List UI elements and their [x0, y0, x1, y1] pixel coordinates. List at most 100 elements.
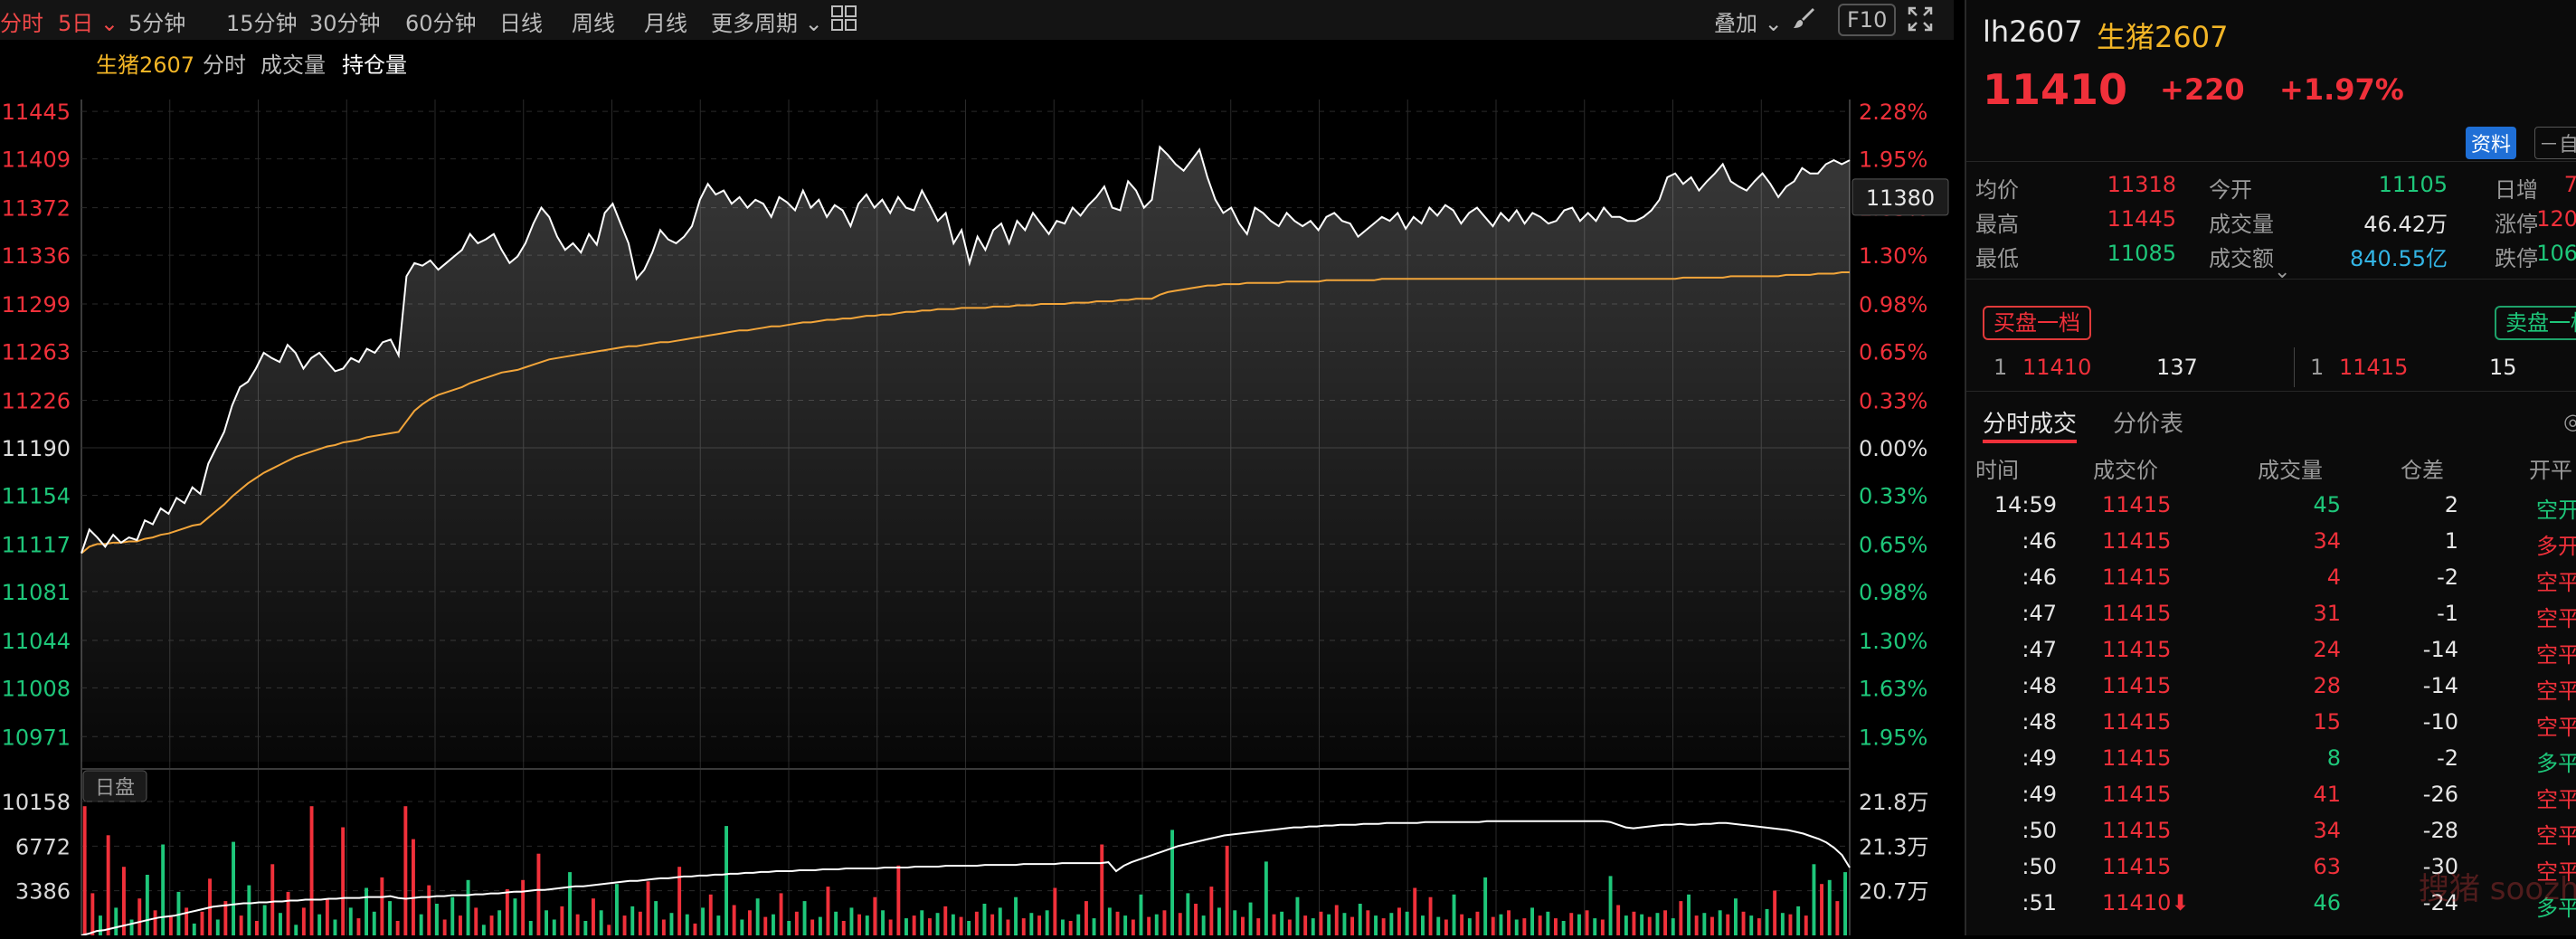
period-tab-0[interactable]: 分时 — [0, 11, 43, 36]
stat-value-8: 106 — [2536, 241, 2576, 266]
trade-row: :51 11410⬇ 46 -24 多平 — [1966, 885, 2576, 921]
stat-label-0: 均价 — [1975, 177, 2019, 203]
volume-bar — [435, 904, 439, 935]
period-tab-3[interactable]: 15分钟 — [226, 11, 298, 36]
info-button[interactable]: 资料 — [2466, 127, 2517, 159]
volume-bar — [873, 896, 877, 935]
fullscreen-icon[interactable] — [1907, 5, 1934, 38]
contract-name: 生猪2607 — [2097, 20, 2229, 54]
volume-bar — [826, 887, 830, 935]
stat-label-2: 日增 — [2495, 177, 2538, 203]
volume-bar — [763, 916, 768, 935]
period-tab-1[interactable]: 5日 ⌄ — [58, 11, 119, 36]
volume-bar — [646, 881, 650, 935]
period-tab-2[interactable]: 5分钟 — [128, 11, 186, 36]
trade-price: 11415 — [2102, 637, 2172, 662]
volume-bar — [82, 806, 87, 935]
trade-price: 11415 — [2102, 528, 2172, 554]
legend-item: 分时 — [203, 52, 246, 78]
y-tick-left: 10971 — [2, 725, 71, 750]
y-tick-right: 2.28% — [1859, 100, 1927, 125]
trade-time: :47 — [2022, 637, 2057, 662]
brush-icon[interactable] — [1791, 5, 1816, 36]
volume-bar — [1107, 907, 1112, 935]
trade-time: :50 — [2022, 854, 2057, 879]
trade-price: 11415 — [2102, 601, 2172, 626]
trade-time: :48 — [2022, 709, 2057, 735]
trade-price: 11415 — [2102, 745, 2172, 771]
intraday-chart-svg[interactable]: 生猪2607 分时 成交量 持仓量 11445 2.28% 11409 1.95% 11372 1… — [0, 40, 1954, 936]
volume-bar — [1327, 914, 1331, 935]
volume-bar — [301, 907, 306, 935]
trade-price: 11415 — [2102, 818, 2172, 843]
overlay-button[interactable]: 叠加 ⌄ — [1714, 11, 1783, 36]
volume-bar — [1241, 916, 1245, 935]
period-tab-8[interactable]: 月线 — [644, 11, 687, 36]
volume-bar — [857, 914, 861, 935]
volume-bar — [1773, 890, 1777, 935]
volume-bar — [1178, 913, 1182, 935]
expand-icon[interactable]: ⌄ — [2274, 261, 2291, 283]
header-open-close: 开平 — [2529, 458, 2572, 483]
y-tick-left: 11372 — [2, 196, 71, 222]
volume-bar — [1397, 907, 1401, 935]
period-tab-7[interactable]: 周线 — [572, 11, 615, 36]
trade-price: 11410⬇ — [2102, 890, 2190, 915]
trade-oi: -2 — [2437, 745, 2458, 771]
volume-bar — [1147, 916, 1151, 935]
stat-label-4: 成交量 — [2209, 212, 2274, 237]
volume-bar — [90, 893, 95, 935]
tab-time-sales[interactable]: 分时成交 — [1983, 411, 2078, 438]
legend-item: 持仓量 — [342, 52, 407, 78]
settings-icon[interactable]: ◎ — [2563, 409, 2576, 434]
volume-bar — [982, 904, 987, 935]
volume-bar — [1194, 904, 1198, 935]
trade-row: :46 11415 34 1 多开 — [1966, 523, 2576, 559]
volume-bar — [513, 898, 517, 935]
volume-bar — [1413, 887, 1417, 935]
trade-row: 14:59 11415 45 2 空开 — [1966, 487, 2576, 523]
volume-bar — [1154, 914, 1159, 935]
price-line — [80, 145, 1851, 554]
volume-bar — [607, 925, 611, 935]
period-tab-4[interactable]: 30分钟 — [309, 11, 381, 36]
volume-bar — [920, 910, 924, 935]
volume-bar — [176, 891, 181, 935]
volume-bar — [1014, 896, 1018, 935]
volume-bar — [638, 911, 642, 935]
grid-layout-icon[interactable] — [830, 5, 857, 37]
volume-bar — [615, 884, 619, 935]
period-tab-9[interactable]: 更多周期 ⌄ — [711, 11, 823, 36]
volume-bar — [1076, 914, 1081, 935]
f10-button[interactable]: F10 — [1838, 4, 1897, 36]
volume-bar — [592, 898, 595, 935]
period-tab-6[interactable]: 日线 — [499, 11, 543, 36]
trade-time: :47 — [2022, 601, 2057, 626]
y-tick-left: 11044 — [2, 629, 71, 654]
tab-active-underline — [1983, 440, 2077, 443]
stat-label-8: 跌停 — [2495, 246, 2538, 271]
trade-row: :49 11415 8 -2 多平 — [1966, 740, 2576, 776]
tab-price-table[interactable]: 分价表 — [2113, 411, 2184, 438]
volume-bar — [740, 919, 744, 935]
volume-bar — [1037, 915, 1041, 935]
volume-bar — [1530, 907, 1534, 935]
volume-bar — [630, 906, 635, 935]
volume-bar — [1780, 913, 1785, 935]
intraday-chart[interactable]: 生猪2607 分时 成交量 持仓量 11445 2.28% 11409 1.95% 11372 1… — [0, 40, 1954, 936]
trade-type: 多平 — [2536, 751, 2576, 776]
volume-bar — [1045, 910, 1049, 935]
volume-bar — [1569, 913, 1574, 935]
y-tick-right: 1.63% — [1859, 676, 1927, 701]
volume-bar — [1632, 911, 1636, 935]
volume-bar — [693, 923, 697, 935]
volume-bar — [1483, 877, 1488, 935]
volume-bar — [122, 867, 126, 935]
volume-bar — [1115, 911, 1120, 935]
trade-price: 11415 — [2102, 564, 2172, 590]
trade-vol: 24 — [2313, 637, 2341, 662]
buy-level: 1 — [1994, 355, 2008, 380]
self-select-button[interactable]: －自 — [2534, 127, 2576, 159]
period-tab-5[interactable]: 60分钟 — [405, 11, 477, 36]
volume-bar — [545, 910, 548, 935]
